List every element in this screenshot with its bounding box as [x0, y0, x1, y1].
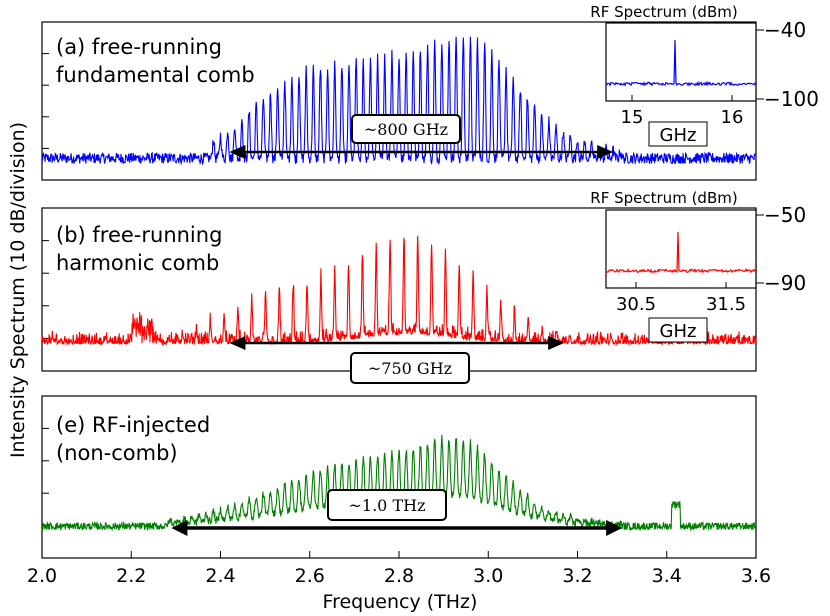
panel-e-yticks [42, 427, 49, 527]
panel-b-arrowhead-right [548, 336, 565, 350]
panel-e-spectrum [41, 434, 757, 532]
panel-a-spectrum [41, 36, 757, 166]
panel-e-arrow-label-box [327, 489, 447, 521]
x-tick-label: 2.0 [27, 565, 57, 587]
x-tick-label: 2.8 [384, 565, 414, 587]
panel-e-arrowhead-right [606, 520, 623, 536]
panel-b-inset-xtick-2: 31.5 [706, 294, 746, 315]
x-tick-label: 3.2 [562, 565, 592, 587]
panel-b-inset-trace [605, 231, 757, 274]
panel-b-label-2: harmonic comb [56, 251, 219, 275]
panel-b-inset: RF Spectrum (dBm) 30.5 31.5 GHz −50 −90 [590, 189, 806, 343]
panel-a-inset-unit-box [648, 121, 708, 147]
panel-a-inset-xtick-1: 15 [621, 107, 644, 128]
panel-a-inset-xtick-2: 16 [721, 107, 744, 128]
panel-a-inset-frame [605, 22, 757, 102]
panel-b: (b) free-running harmonic comb ~750 GHz … [41, 189, 806, 384]
x-tick-label: 2.6 [295, 565, 325, 587]
panel-a-inset-trace [605, 39, 757, 87]
panel-a-label-1: (a) free-running [56, 35, 222, 59]
panel-a-label-2: fundamental comb [56, 63, 255, 87]
panel-e: (e) RF-injected (non-comb) ~1.0 THz 2.0 2… [27, 395, 771, 587]
panel-a-inset-unit: GHz [660, 125, 697, 146]
panel-b-label-1: (b) free-running [56, 223, 222, 247]
panel-b-inset-title: RF Spectrum (dBm) [590, 189, 737, 207]
panel-b-rf-ytick-2: −90 [764, 271, 806, 295]
panel-e-arrowhead-left [171, 520, 188, 536]
panel-b-inset-unit-box [648, 317, 708, 343]
x-tick-label: 3.0 [473, 565, 503, 587]
panel-e-label-2: (non-comb) [56, 441, 178, 465]
x-tick-label: 3.4 [652, 565, 682, 587]
panel-a-arrow-label-box [351, 114, 461, 144]
panel-a-inset-title: RF Spectrum (dBm) [590, 3, 737, 21]
panel-b-inset-frame [605, 209, 757, 289]
panel-b-inset-unit: GHz [660, 321, 697, 342]
panel-b-arrow-label: ~750 GHz [368, 359, 452, 378]
panel-b-spectrum [41, 235, 757, 347]
x-axis-label: Frequency (THz) [323, 591, 478, 613]
panel-a-arrow-label: ~800 GHz [364, 120, 448, 139]
panel-a-yticks [42, 53, 49, 149]
x-tick-label: 3.6 [741, 565, 771, 587]
panel-b-inset-xtick-1: 30.5 [616, 294, 656, 315]
panel-b-arrow-label-box [350, 352, 470, 384]
panel-a-rf-ytick-1: −40 [764, 18, 806, 42]
panel-a: (a) free-running fundamental comb ~800 G… [41, 3, 819, 181]
panel-a-rf-ytick-2: −100 [764, 87, 819, 111]
panel-a-arrowhead-left [229, 145, 246, 159]
panel-a-inset: RF Spectrum (dBm) 15 16 GHz −40 −100 [590, 3, 819, 147]
panel-b-rf-ytick-1: −50 [764, 203, 806, 227]
panel-b-yticks [42, 240, 49, 339]
panel-b-arrowhead-left [229, 336, 246, 350]
panel-a-arrowhead-right [597, 145, 614, 159]
panel-e-arrow-label: ~1.0 THz [349, 496, 426, 515]
x-axis-ticks: 2.0 2.2 2.4 2.6 2.8 3.0 3.2 3.4 3.6 [27, 551, 771, 587]
x-tick-label: 2.2 [116, 565, 146, 587]
panel-e-label-1: (e) RF-injected [56, 413, 210, 437]
x-tick-label: 2.4 [205, 565, 235, 587]
y-axis-label: Intensity Spectrum (10 dB/division) [7, 122, 29, 458]
